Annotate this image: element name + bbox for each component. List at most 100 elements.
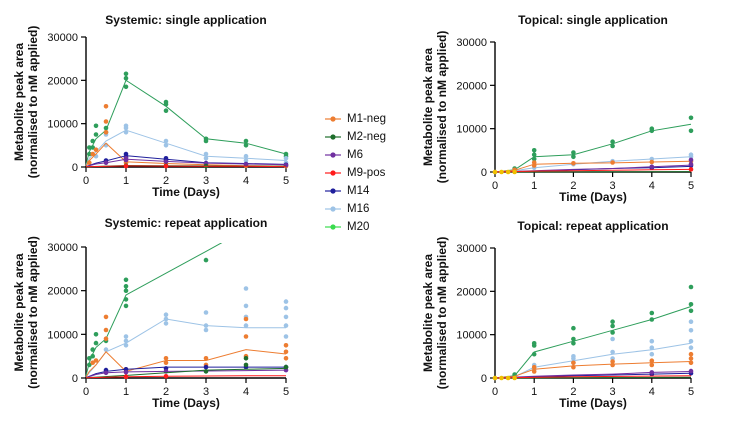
y-tick-label: 0 <box>481 373 487 385</box>
data-point-m20 <box>571 325 576 331</box>
data-point-m20 <box>123 277 129 283</box>
chart-title: Systemic: single application <box>105 13 266 27</box>
data-point-baseline <box>505 375 511 381</box>
data-point-m20 <box>87 362 92 368</box>
x-tick-label: 3 <box>203 386 209 398</box>
legend-item-m6: M6 <box>325 148 435 166</box>
data-point-m1-neg <box>649 159 655 165</box>
data-point-m2-neg <box>243 356 249 361</box>
data-point-m20 <box>688 308 694 314</box>
data-point-m20 <box>610 323 615 329</box>
data-point-m16 <box>243 303 249 309</box>
legend-label: M14 <box>347 185 370 197</box>
data-point-m20 <box>123 284 129 289</box>
x-tick-label: 5 <box>688 386 694 398</box>
data-point-m1-neg <box>93 147 99 152</box>
data-point-m20 <box>123 71 129 77</box>
data-point-m1-neg <box>103 314 109 320</box>
data-point-m2-neg <box>283 364 289 370</box>
legend-item-m1-neg: M1-neg <box>325 112 435 130</box>
data-point-m1-neg <box>90 151 95 157</box>
x-tick-label: 2 <box>163 386 169 398</box>
data-point-m20 <box>688 284 694 290</box>
data-point-m16 <box>688 152 694 157</box>
chart-systemic-single: Systemic: single application 0 10000 20000 3… <box>12 13 289 199</box>
data-point-m9-pos <box>163 374 169 379</box>
data-point-m1-neg <box>688 360 694 366</box>
data-point-m1-neg <box>203 356 209 361</box>
data-point-m16 <box>163 138 169 144</box>
data-point-m20 <box>90 353 95 359</box>
data-point-m16 <box>688 328 694 333</box>
data-point-m1-neg <box>103 336 109 341</box>
data-point-m20 <box>571 150 576 155</box>
data-point-m1-neg <box>531 364 537 370</box>
y-tick-label: 30000 <box>456 243 487 255</box>
data-point-m1-neg <box>571 360 576 366</box>
data-point-m16 <box>283 299 289 304</box>
plot-area <box>492 284 694 381</box>
data-point-m20 <box>123 75 129 81</box>
x-tick-label: 4 <box>649 386 655 398</box>
data-point-m1-neg <box>103 130 109 135</box>
series-line-m14 <box>85 366 286 379</box>
data-point-m16 <box>283 305 289 311</box>
x-tick-label: 2 <box>163 175 169 187</box>
data-point-m20 <box>243 143 249 148</box>
data-point-m16 <box>203 323 209 328</box>
data-point-m16 <box>163 312 169 317</box>
series-line-m6 <box>85 369 287 379</box>
data-point-m20 <box>203 257 209 263</box>
data-point-m20 <box>531 152 537 157</box>
data-point-m9-pos <box>123 374 129 379</box>
data-point-m1-neg <box>243 316 249 322</box>
data-point-m2-neg <box>203 369 209 374</box>
data-point-m6 <box>103 370 109 376</box>
y-axis-label-secondary: (normalised to nM applied) <box>26 236 40 389</box>
data-point-m20 <box>531 148 537 153</box>
data-point-m6 <box>163 159 169 165</box>
data-point-m20 <box>531 351 537 357</box>
data-point-m1-neg <box>649 362 655 368</box>
data-point-m16 <box>203 151 209 157</box>
data-point-m20 <box>103 125 109 131</box>
x-tick-label: 1 <box>531 386 537 398</box>
y-tick-label: 30000 <box>47 32 78 44</box>
data-point-m1-neg <box>610 160 615 165</box>
x-tick-label: 4 <box>649 180 655 192</box>
data-point-m6 <box>688 157 694 163</box>
legend-label: M9-pos <box>347 167 386 179</box>
chart-topical-single: Topical: single application0100002000030… <box>421 13 694 204</box>
data-point-m1-neg <box>93 358 99 363</box>
data-point-m1-neg <box>87 160 92 165</box>
data-point-m16 <box>163 321 169 326</box>
data-point-baseline <box>492 169 498 175</box>
data-point-m20 <box>649 126 655 131</box>
data-point-m16 <box>649 351 655 357</box>
plot-area <box>85 243 289 379</box>
legend-label: M20 <box>347 221 370 233</box>
x-axis-label: Time (Days) <box>559 190 627 204</box>
data-point-m1-neg <box>531 369 537 374</box>
data-point-m9-pos <box>688 167 694 172</box>
x-tick-label: 3 <box>610 386 616 398</box>
data-point-m20 <box>90 138 95 144</box>
data-point-m6 <box>103 160 109 165</box>
data-point-m20 <box>610 330 615 335</box>
data-point-m20 <box>531 341 537 346</box>
legend-label: M16 <box>347 203 370 215</box>
data-point-baseline <box>499 375 504 381</box>
legend-item-m14: M14 <box>325 184 435 202</box>
legend-marker <box>325 224 341 230</box>
data-point-m20 <box>531 156 537 162</box>
data-point-m14 <box>123 151 129 157</box>
data-point-m9-pos <box>123 163 129 169</box>
legend-marker <box>325 116 341 122</box>
y-axis-label: Metabolite peak area <box>12 43 26 161</box>
data-point-m16 <box>610 336 615 342</box>
x-tick-label: 5 <box>688 180 694 192</box>
data-point-m6 <box>688 368 694 374</box>
data-point-m14 <box>163 156 169 161</box>
plot-area <box>85 71 289 169</box>
data-point-m1-neg <box>103 104 109 109</box>
